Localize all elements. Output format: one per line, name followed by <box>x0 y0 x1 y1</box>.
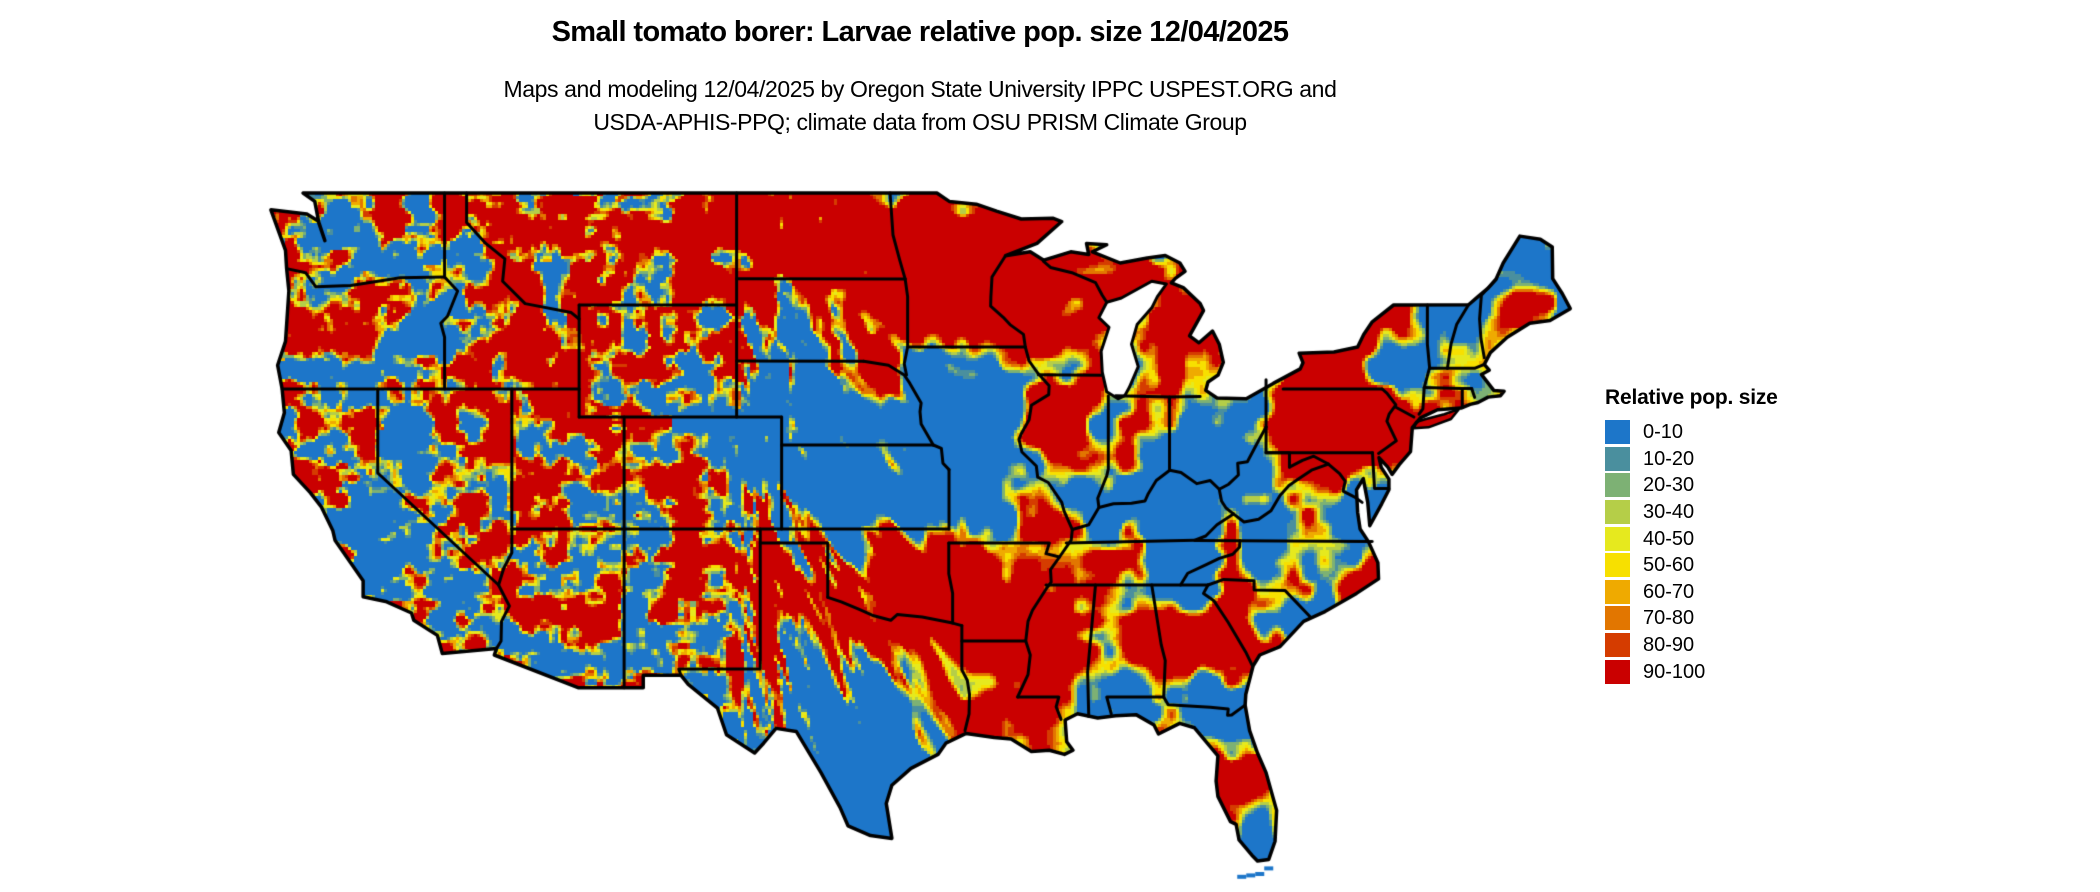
legend-entries: 0-10 10-20 20-30 30-40 40-50 50-60 60-70 70-80 8… <box>1605 419 1778 685</box>
legend: Relative pop. size 0-10 10-20 20-30 30-40 40… <box>1605 386 1778 685</box>
legend-title: Relative pop. size <box>1605 386 1778 409</box>
legend-entry: 20-30 <box>1605 472 1778 499</box>
legend-swatch-40-50 <box>1605 526 1630 551</box>
legend-label: 0-10 <box>1643 421 1684 444</box>
legend-swatch-20-30 <box>1605 473 1630 498</box>
legend-entry: 70-80 <box>1605 605 1778 632</box>
legend-label: 80-90 <box>1643 634 1695 657</box>
legend-swatch-10-20 <box>1605 446 1630 471</box>
subtitle-line-1: Maps and modeling 12/04/2025 by Oregon S… <box>503 76 1337 102</box>
legend-swatch-30-40 <box>1605 500 1630 525</box>
map-title: Small tomato borer: Larvae relative pop.… <box>551 16 1289 48</box>
legend-entry: 0-10 <box>1605 419 1778 446</box>
legend-entry: 50-60 <box>1605 552 1778 579</box>
legend-swatch-50-60 <box>1605 553 1630 578</box>
legend-swatch-70-80 <box>1605 606 1630 631</box>
map-subtitle: Maps and modeling 12/04/2025 by Oregon S… <box>0 73 1840 139</box>
legend-label: 50-60 <box>1643 554 1695 577</box>
legend-label: 60-70 <box>1643 580 1695 603</box>
figure-header: Small tomato borer: Larvae relative pop.… <box>0 16 1840 139</box>
legend-swatch-90-100 <box>1605 659 1630 684</box>
legend-swatch-60-70 <box>1605 579 1630 604</box>
legend-entry: 30-40 <box>1605 499 1778 526</box>
legend-label: 20-30 <box>1643 474 1695 497</box>
legend-label: 40-50 <box>1643 527 1695 550</box>
legend-entry: 40-50 <box>1605 525 1778 552</box>
legend-swatch-80-90 <box>1605 633 1630 658</box>
legend-label: 90-100 <box>1643 660 1706 683</box>
legend-label: 70-80 <box>1643 607 1695 630</box>
legend-label: 10-20 <box>1643 447 1695 470</box>
legend-entry: 10-20 <box>1605 446 1778 473</box>
legend-swatch-0-10 <box>1605 420 1630 445</box>
subtitle-line-2: USDA-APHIS-PPQ; climate data from OSU PR… <box>593 109 1247 135</box>
legend-label: 30-40 <box>1643 501 1695 524</box>
legend-entry: 80-90 <box>1605 632 1778 659</box>
legend-entry: 60-70 <box>1605 579 1778 606</box>
us-relative-population-map <box>255 178 1587 892</box>
legend-entry: 90-100 <box>1605 658 1778 685</box>
